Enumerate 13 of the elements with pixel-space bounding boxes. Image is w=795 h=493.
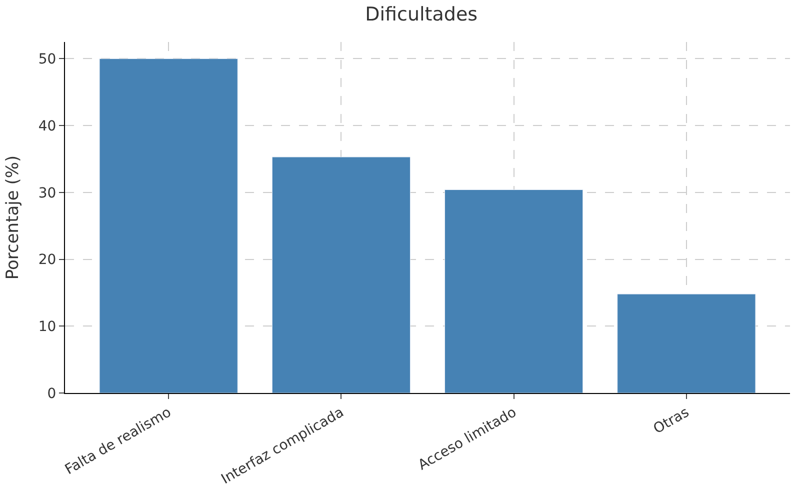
bar	[617, 294, 756, 393]
bar	[272, 156, 410, 393]
y-tick-label: 40	[38, 118, 56, 134]
y-tick-label: 50	[38, 52, 56, 68]
chart-title: Dificultades	[365, 4, 478, 26]
y-tick-label: 10	[38, 319, 56, 336]
bar	[99, 58, 238, 393]
y-tick-label: 20	[38, 252, 56, 268]
y-axis-title: Porcentaje (%)	[2, 155, 23, 280]
y-tick-label: 30	[38, 185, 56, 202]
x-tick-label: Otras	[650, 404, 692, 438]
y-tick-label: 0	[47, 386, 56, 402]
bar	[444, 190, 584, 393]
